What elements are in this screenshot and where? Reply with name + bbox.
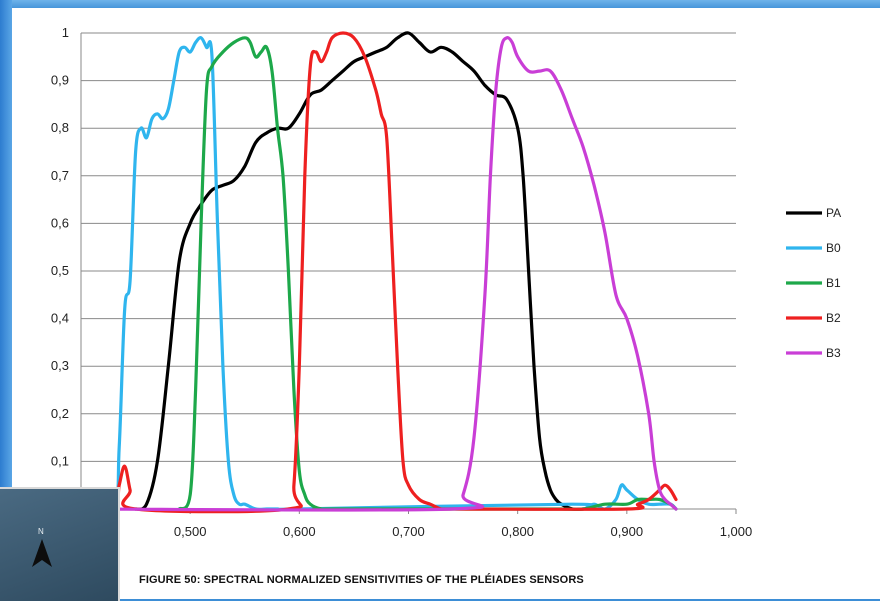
legend-label: B2 <box>826 311 841 325</box>
y-tick-label: 0,1 <box>51 453 69 468</box>
y-tick-label: 0,5 <box>51 263 69 278</box>
figure-caption: FIGURE 50: SPECTRAL NORMALIZED SENSITIVI… <box>139 574 584 586</box>
x-axis-ticks: 0,500 0,600 0,700 0,800 0,900 1,000 <box>174 524 752 539</box>
y-tick-label: 0,9 <box>51 73 69 88</box>
y-tick-label: 0,3 <box>51 358 69 373</box>
legend-item-b1: B1 <box>786 276 841 290</box>
map-inset: N <box>0 487 120 601</box>
legend-label: B0 <box>826 241 841 255</box>
legend-item-b0: B0 <box>786 241 841 255</box>
series-line-pa <box>134 31 585 511</box>
legend-label: B3 <box>826 346 841 360</box>
y-axis-ticks: 0,1 0,2 0,3 0,4 0,5 0,6 0,7 0,8 0,9 1 <box>51 25 69 468</box>
series-line-b0 <box>79 36 678 516</box>
slide-left-bar <box>0 0 12 599</box>
figure-panel: 0,1 0,2 0,3 0,4 0,5 0,6 0,7 0,8 0,9 1 0,500 0,600 0… <box>12 8 880 599</box>
north-label: N <box>38 527 44 536</box>
legend-item-b3: B3 <box>786 346 841 360</box>
y-tick-label: 1 <box>62 25 69 40</box>
y-tick-label: 0,6 <box>51 215 69 230</box>
y-tick-label: 0,4 <box>51 311 69 326</box>
x-tick-label: 0,900 <box>611 524 644 539</box>
series-line-b3 <box>79 36 678 512</box>
y-tick-label: 0,8 <box>51 120 69 135</box>
y-tick-label: 0,2 <box>51 406 69 421</box>
x-tick-label: 0,700 <box>392 524 425 539</box>
x-tick-label: 0,500 <box>174 524 207 539</box>
series-line-b1 <box>177 36 678 511</box>
north-arrow-icon <box>32 539 52 567</box>
grid-lines <box>81 32 736 462</box>
slide-top-bar <box>0 0 880 10</box>
legend: PA B0 B1 B2 B3 <box>786 206 841 360</box>
y-tick-label: 0,7 <box>51 168 69 183</box>
series-lines <box>79 31 678 516</box>
legend-item-b2: B2 <box>786 311 841 325</box>
legend-label: B1 <box>826 276 841 290</box>
x-tick-label: 1,000 <box>720 524 753 539</box>
x-tick-label: 0,600 <box>283 524 316 539</box>
x-tick-label: 0,800 <box>501 524 534 539</box>
spectral-chart: 0,10,20,30,40,50,60,70,80,91 0,500 0,600 0… <box>51 25 841 539</box>
legend-label: PA <box>826 206 841 220</box>
legend-item-pa: PA <box>786 206 841 220</box>
